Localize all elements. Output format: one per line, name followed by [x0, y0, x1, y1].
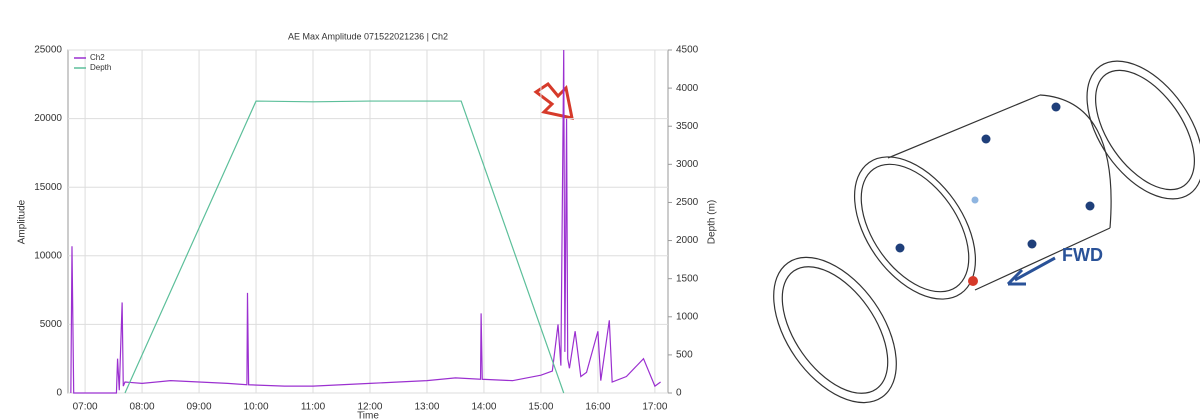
legend-label: Depth	[90, 63, 111, 72]
y-tick-label: 20000	[34, 113, 62, 124]
sensors	[895, 102, 1095, 286]
y2-tick-label: 2000	[676, 235, 699, 246]
y2-tick-label: 500	[676, 350, 693, 361]
sensor	[1027, 239, 1037, 249]
x-tick-label: 08:00	[130, 402, 155, 413]
series-line	[124, 100, 565, 394]
y2-axis-label: Depth (m)	[707, 200, 718, 244]
fwd-label: FWD	[1062, 245, 1103, 265]
sensor	[971, 196, 979, 204]
cylinder-body	[887, 94, 1112, 291]
x-tick-label: 17:00	[642, 402, 667, 413]
chart-title: AE Max Amplitude 071522021236 | Ch2	[288, 31, 448, 41]
y2-tick-label: 1500	[676, 273, 699, 284]
y2-tick-label: 3000	[676, 159, 699, 170]
y2-tick-label: 1000	[676, 311, 699, 322]
right-ring	[1086, 60, 1200, 200]
sensor	[981, 134, 991, 144]
y-tick-label: 15000	[34, 182, 62, 193]
y-tick-label: 5000	[40, 319, 63, 330]
x-axis-label: Time	[357, 411, 379, 419]
y-tick-label: 25000	[34, 45, 62, 56]
cylinder-front-inner	[860, 163, 970, 293]
y2-tick-label: 0	[676, 388, 682, 399]
sensor	[1085, 201, 1095, 211]
left-ring-inner	[781, 266, 889, 394]
y-tick-label: 0	[56, 388, 62, 399]
x-tick-label: 11:00	[301, 402, 326, 413]
cylinder-front	[853, 156, 977, 300]
series-line	[70, 49, 661, 394]
left-ring	[773, 256, 897, 404]
fwd-arrow	[1006, 256, 1056, 286]
x-tick-label: 16:00	[585, 402, 610, 413]
x-tick-label: 09:00	[187, 402, 212, 413]
x-tick-label: 12:00	[357, 402, 382, 413]
diagram	[773, 60, 1200, 404]
sensor	[895, 243, 905, 253]
y2-tick-label: 4000	[676, 83, 699, 94]
sensor	[1051, 102, 1061, 112]
y2-tick-label: 2500	[676, 197, 699, 208]
x-tick-label: 15:00	[528, 402, 553, 413]
y-axis-label: Amplitude	[17, 199, 28, 244]
x-tick-label: 07:00	[73, 402, 98, 413]
sensor-red	[968, 276, 978, 286]
x-tick-label: 10:00	[244, 402, 269, 413]
x-tick-label: 13:00	[414, 402, 439, 413]
legend-label: Ch2	[90, 53, 105, 62]
y-tick-label: 10000	[34, 250, 62, 261]
y2-tick-label: 3500	[676, 121, 699, 132]
y2-tick-label: 4500	[676, 45, 699, 56]
x-tick-label: 14:00	[471, 402, 496, 413]
right-ring-inner	[1095, 69, 1195, 191]
